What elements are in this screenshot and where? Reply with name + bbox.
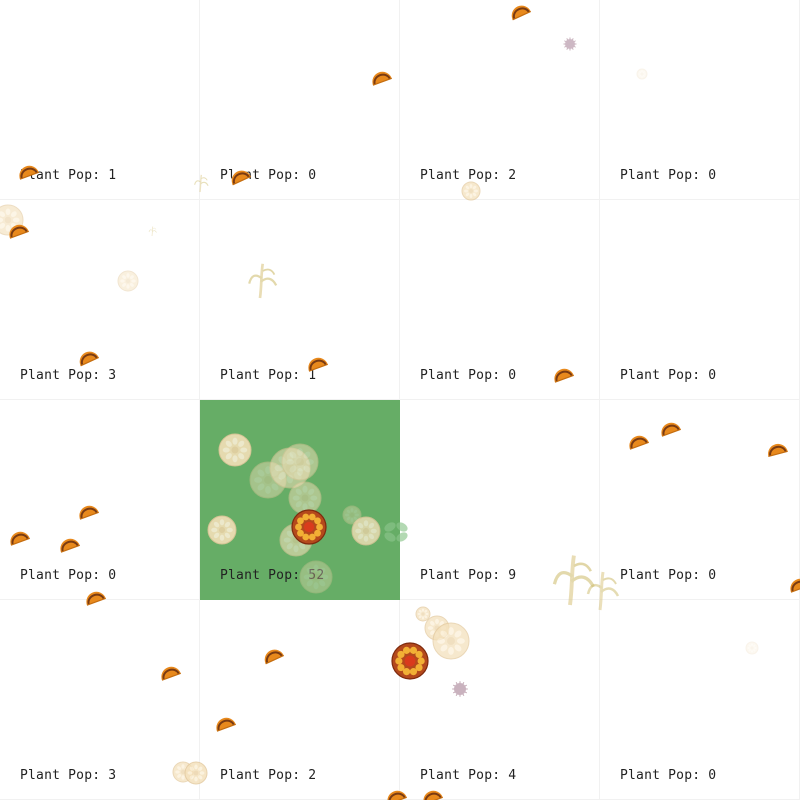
grid-cell[interactable]: Plant Pop: 2 bbox=[200, 600, 400, 800]
plant-pop-label: Plant Pop: 9 bbox=[420, 568, 517, 583]
plant-pop-label: Plant Pop: 0 bbox=[420, 368, 517, 383]
grid-cell[interactable]: Plant Pop: 0 bbox=[600, 600, 800, 800]
grid-cell[interactable]: Plant Pop: 4 bbox=[400, 600, 600, 800]
plant-pop-label: Plant Pop: 4 bbox=[420, 768, 517, 783]
plant-pop-label: Plant Pop: 2 bbox=[420, 168, 517, 183]
plant-pop-label: Plant Pop: 0 bbox=[620, 368, 717, 383]
plant-pop-label: Plant Pop: 0 bbox=[620, 768, 717, 783]
plant-pop-label: Plant Pop: 0 bbox=[620, 568, 717, 583]
grid-cell[interactable]: Plant Pop: 0 bbox=[0, 400, 200, 600]
plant-pop-label: Plant Pop: 52 bbox=[220, 568, 325, 583]
plant-pop-label: Plant Pop: 3 bbox=[20, 368, 117, 383]
plant-pop-label: Plant Pop: 0 bbox=[620, 168, 717, 183]
plant-pop-label: Plant Pop: 1 bbox=[220, 368, 317, 383]
plant-pop-label: Plant Pop: 1 bbox=[20, 168, 117, 183]
grid-cell[interactable]: Plant Pop: 0 bbox=[600, 200, 800, 400]
grid-cell[interactable]: Plant Pop: 0 bbox=[400, 200, 600, 400]
grid-cell[interactable]: Plant Pop: 52 bbox=[200, 400, 400, 600]
plant-pop-label: Plant Pop: 3 bbox=[20, 768, 117, 783]
plant-pop-label: Plant Pop: 0 bbox=[20, 568, 117, 583]
plant-pop-label: Plant Pop: 0 bbox=[220, 168, 317, 183]
grid-cell[interactable]: Plant Pop: 2 bbox=[400, 0, 600, 200]
grid-cell[interactable]: Plant Pop: 3 bbox=[0, 200, 200, 400]
grid-cell[interactable]: Plant Pop: 9 bbox=[400, 400, 600, 600]
grid-cell[interactable]: Plant Pop: 0 bbox=[600, 400, 800, 600]
grid-cell[interactable]: Plant Pop: 1 bbox=[200, 200, 400, 400]
grid-cell[interactable]: Plant Pop: 0 bbox=[200, 0, 400, 200]
grid-cell[interactable]: Plant Pop: 3 bbox=[0, 600, 200, 800]
grid-cell[interactable]: Plant Pop: 0 bbox=[600, 0, 800, 200]
grid-cell[interactable]: Plant Pop: 1 bbox=[0, 0, 200, 200]
plant-pop-label: Plant Pop: 2 bbox=[220, 768, 317, 783]
